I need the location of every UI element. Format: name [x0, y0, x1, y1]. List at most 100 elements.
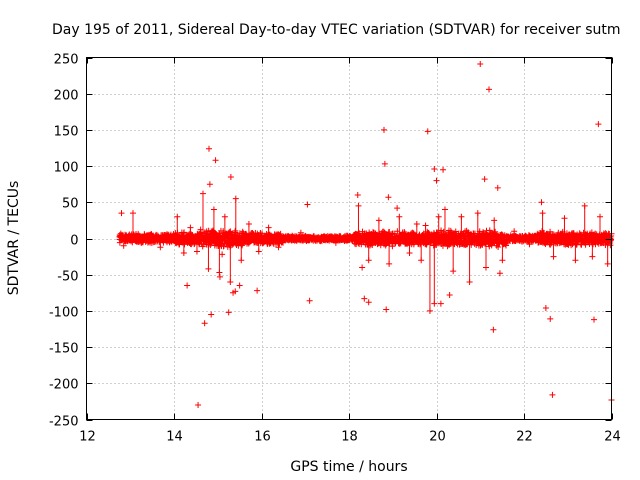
y-tick-label: 250 — [54, 53, 79, 68]
data-point — [193, 248, 200, 255]
data-point — [361, 295, 368, 302]
data-points — [116, 61, 615, 409]
data-point — [422, 222, 429, 229]
data-point — [604, 260, 611, 267]
chart-title: Day 195 of 2011, Sidereal Day-to-day VTE… — [52, 22, 621, 38]
data-point — [540, 229, 547, 236]
data-point — [549, 391, 556, 398]
data-point — [199, 190, 206, 197]
data-point — [265, 224, 272, 231]
data-point — [216, 273, 223, 280]
data-point — [550, 253, 557, 260]
x-tick-label: 16 — [254, 430, 271, 445]
y-tick-label: -50 — [57, 270, 78, 285]
data-point — [174, 213, 181, 220]
data-point — [195, 402, 202, 409]
data-point — [481, 176, 488, 183]
data-point — [365, 299, 372, 306]
data-point — [201, 320, 208, 327]
data-point — [181, 229, 188, 236]
data-point — [406, 249, 413, 256]
data-point — [413, 221, 420, 228]
data-point — [433, 177, 440, 184]
y-tick-label: 200 — [54, 89, 79, 104]
data-point — [526, 241, 533, 248]
data-point — [227, 173, 234, 180]
data-point — [466, 278, 473, 285]
data-point — [477, 61, 484, 68]
y-tick-label: -100 — [49, 306, 79, 321]
data-point — [297, 229, 304, 236]
data-point — [499, 257, 506, 264]
data-point — [491, 217, 498, 224]
axis-ticks: 12 14 16 18 20 22 24 -250 -200 -150 -100 -50 0 50 100 1… — [49, 53, 621, 445]
data-point — [539, 210, 546, 217]
x-tick-label: 14 — [166, 430, 183, 445]
data-point — [394, 205, 401, 212]
data-point — [232, 195, 239, 202]
data-point — [236, 282, 243, 289]
data-point — [441, 206, 448, 213]
x-tick-label: 22 — [516, 430, 533, 445]
data-point — [446, 291, 453, 298]
y-tick-label: 150 — [54, 125, 79, 140]
data-point — [216, 269, 223, 276]
data-point — [396, 213, 403, 220]
data-point — [205, 265, 212, 272]
x-tick-label: 24 — [604, 430, 621, 445]
data-point — [254, 287, 261, 294]
data-point — [458, 213, 465, 220]
data-point — [450, 268, 457, 275]
data-point — [129, 210, 136, 217]
data-point — [381, 160, 388, 167]
data-point — [385, 194, 392, 201]
data-point — [234, 231, 241, 238]
data-point — [332, 239, 339, 246]
data-point — [180, 249, 187, 256]
data-point — [595, 121, 602, 128]
data-point — [304, 201, 311, 208]
data-point — [389, 243, 396, 250]
data-point — [275, 244, 282, 251]
data-point — [219, 251, 226, 258]
data-point — [206, 181, 213, 188]
data-point — [547, 315, 554, 322]
data-point — [187, 224, 194, 231]
data-point — [383, 306, 390, 313]
data-point — [538, 199, 545, 206]
y-tick-label: -150 — [49, 342, 79, 357]
data-point — [355, 202, 362, 209]
data-point — [381, 126, 387, 133]
data-point — [206, 145, 212, 152]
y-axis-title: SDTVAR / TECUs — [6, 181, 22, 296]
data-point — [572, 257, 579, 264]
data-point — [232, 227, 239, 234]
data-point — [238, 257, 245, 264]
x-tick-label: 20 — [429, 430, 446, 445]
y-tick-label: -200 — [49, 378, 79, 393]
data-point — [225, 309, 232, 316]
data-point — [589, 253, 596, 260]
data-point — [561, 215, 568, 222]
data-point — [496, 270, 503, 277]
data-point — [354, 192, 361, 199]
data-point — [482, 264, 489, 271]
data-point — [597, 213, 604, 220]
data-point — [474, 210, 481, 217]
data-point — [212, 157, 219, 164]
data-point — [359, 264, 366, 271]
x-tick-label: 12 — [79, 430, 96, 445]
data-point — [418, 257, 425, 264]
data-point — [232, 288, 239, 295]
y-tick-label: 0 — [70, 234, 78, 249]
data-point — [386, 260, 393, 267]
data-point — [490, 326, 497, 333]
y-tick-label: 50 — [62, 197, 79, 212]
data-point — [208, 311, 215, 318]
data-point — [120, 242, 127, 249]
data-point — [581, 202, 588, 209]
data-point — [424, 128, 431, 135]
data-point — [486, 86, 492, 93]
x-axis-title: GPS time / hours — [290, 459, 407, 475]
data-point — [210, 206, 217, 213]
